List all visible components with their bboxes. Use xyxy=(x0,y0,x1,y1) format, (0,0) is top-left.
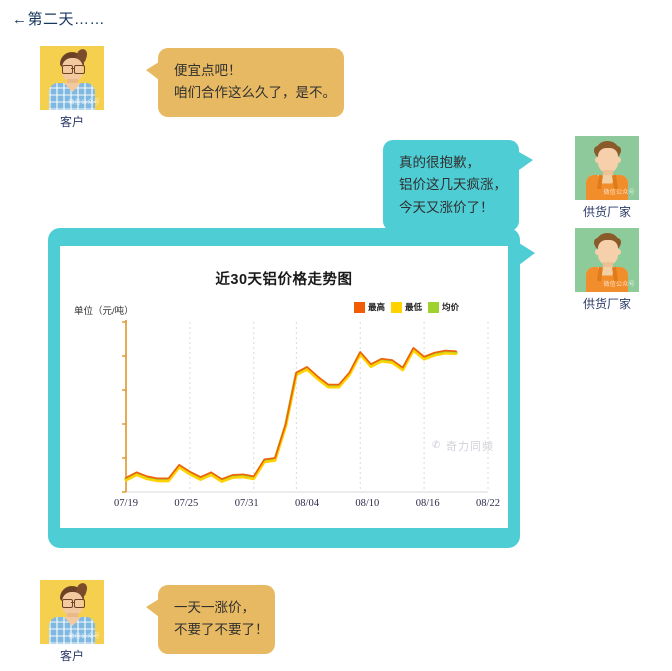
ear-left-icon xyxy=(595,157,600,163)
x-axis-tick-label: 08/16 xyxy=(415,498,440,509)
avatar-customer-2: 微信公众号 客户 xyxy=(40,580,104,664)
avatar-image-supplier: 微信公众号 xyxy=(575,136,639,200)
legend-item-avg[interactable]: 均价 xyxy=(428,301,459,313)
chart-card: 近30天铝价格走势图 单位（元/吨） 最高 最低 均价 14,00014,5 xyxy=(60,246,508,528)
ear-right-icon xyxy=(616,157,621,163)
avatar-image-customer: 微信公众号 xyxy=(40,46,104,110)
plaid-shirt-icon xyxy=(49,83,95,110)
legend-label: 均价 xyxy=(442,302,460,312)
chart-watermark: 奇力同频 xyxy=(446,441,494,453)
wechat-icon: ✆ xyxy=(432,440,441,451)
legend-item-max[interactable]: 最高 xyxy=(354,301,385,313)
ear-left-icon xyxy=(595,249,600,255)
chart-unit-label: 单位（元/吨） xyxy=(74,306,134,317)
avatar-label-supplier: 供货厂家 xyxy=(582,205,631,219)
avatar-label-customer: 客户 xyxy=(59,115,84,129)
legend-label: 最低 xyxy=(405,302,423,312)
x-axis-tick-label: 08/04 xyxy=(295,498,319,509)
ear-right-icon xyxy=(616,249,621,255)
message-line: 铝价这几天疯涨， xyxy=(399,177,507,193)
message-line: 不要了不要了！ xyxy=(174,622,269,638)
message-bubble-supplier-1[interactable]: 真的很抱歉， 铝价这几天疯涨， 今天又涨价了！ xyxy=(383,140,519,231)
message-line: 咱们合作这么久了，是不。 xyxy=(174,85,336,101)
legend-swatch-icon xyxy=(391,301,403,313)
collar-icon xyxy=(64,617,81,626)
collar-icon xyxy=(64,83,81,92)
glasses-bridge-icon xyxy=(71,68,74,70)
bubble-tail-icon xyxy=(519,243,535,265)
day-marker: ←第二天…… xyxy=(12,11,106,28)
avatar-label-customer: 客户 xyxy=(59,649,84,663)
glasses-left-icon xyxy=(62,599,73,608)
x-axis-tick-label: 07/31 xyxy=(234,498,259,509)
glasses-bridge-icon xyxy=(71,602,74,604)
chart-title: 近30天铝价格走势图 xyxy=(215,272,353,288)
chart-message-bubble[interactable]: 近30天铝价格走势图 单位（元/吨） 最高 最低 均价 14,00014,5 xyxy=(48,228,520,548)
glasses-right-icon xyxy=(74,65,85,74)
message-line: 一天一涨价， xyxy=(174,600,255,615)
neck-icon xyxy=(603,170,613,177)
bubble-tail-icon xyxy=(146,599,159,617)
face-icon xyxy=(598,240,618,265)
chart-plot-area: 14,00014,50015,00015,50016,00016,500 07/… xyxy=(74,318,500,518)
message-line: 真的很抱歉， xyxy=(399,155,480,170)
avatar-supplier-1: 微信公众号 供货厂家 xyxy=(575,136,639,220)
chart-x-axis: 07/19 07/25 07/31 08/04 08/10 08/16 08/22 xyxy=(74,318,500,518)
avatar-customer-1: 微信公众号 客户 xyxy=(40,46,104,130)
avatar-image-supplier: 微信公众号 xyxy=(575,228,639,292)
avatar-watermark: 微信公众号 xyxy=(68,634,100,640)
message-bubble-customer-1[interactable]: 便宜点吧！ 咱们合作这么久了，是不。 xyxy=(158,48,344,117)
chart-legend: 最高 最低 均价 xyxy=(354,301,459,313)
chart-svg xyxy=(122,320,489,493)
message-bubble-customer-2[interactable]: 一天一涨价， 不要了不要了！ xyxy=(158,585,275,654)
glasses-left-icon xyxy=(62,65,73,74)
neck-icon xyxy=(67,613,78,620)
x-axis-tick-label: 07/25 xyxy=(174,498,199,509)
avatar-image-customer: 微信公众号 xyxy=(40,580,104,644)
face-icon xyxy=(598,148,618,173)
x-axis-tick-label: 08/22 xyxy=(476,498,500,509)
avatar-watermark: 微信公众号 xyxy=(603,190,635,196)
x-axis-tick-label: 08/10 xyxy=(355,498,380,509)
legend-swatch-icon xyxy=(428,301,440,313)
avatar-supplier-2: 微信公众号 供货厂家 xyxy=(575,228,639,312)
legend-label: 最高 xyxy=(368,302,386,312)
neck-icon xyxy=(67,79,78,86)
avatar-watermark: 微信公众号 xyxy=(603,282,635,288)
avatar-watermark: 微信公众号 xyxy=(68,100,100,106)
neck-icon xyxy=(603,262,613,269)
glasses-right-icon xyxy=(74,599,85,608)
message-line: 便宜点吧！ xyxy=(174,63,242,78)
avatar-label-supplier: 供货厂家 xyxy=(582,297,631,311)
message-line: 今天又涨价了！ xyxy=(399,199,494,215)
legend-item-min[interactable]: 最低 xyxy=(391,301,422,313)
legend-swatch-icon xyxy=(354,301,365,313)
bubble-tail-icon xyxy=(519,152,533,170)
bubble-tail-icon xyxy=(146,62,159,80)
x-axis-tick-label: 07/19 xyxy=(114,498,138,509)
